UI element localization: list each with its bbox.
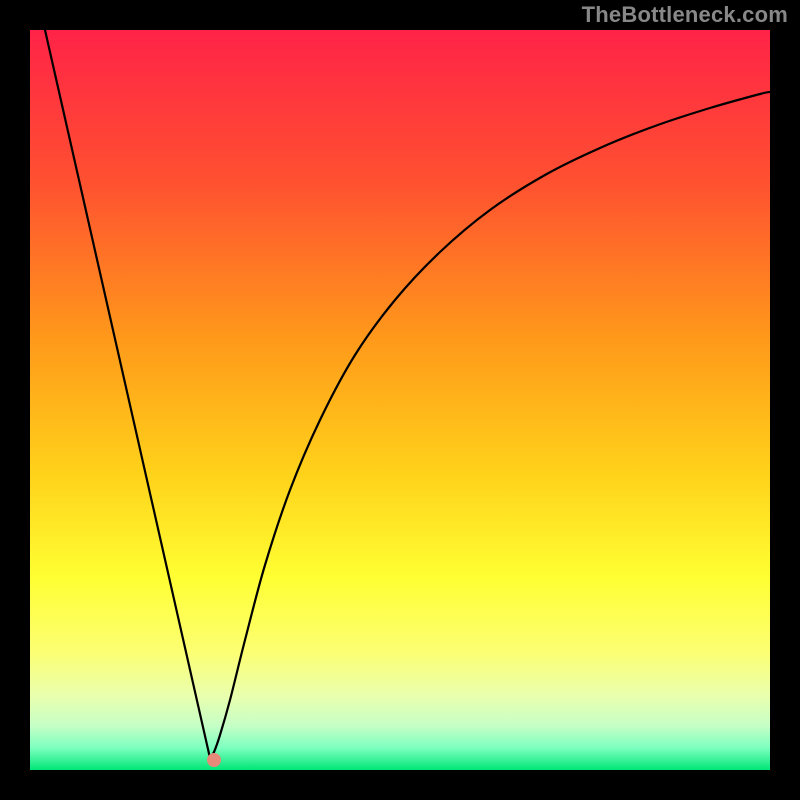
chart-container: TheBottleneck.com [0, 0, 800, 800]
watermark-text: TheBottleneck.com [582, 2, 788, 28]
marker-dot [207, 753, 221, 767]
bottleneck-curve [30, 30, 770, 770]
plot-area [30, 30, 770, 770]
